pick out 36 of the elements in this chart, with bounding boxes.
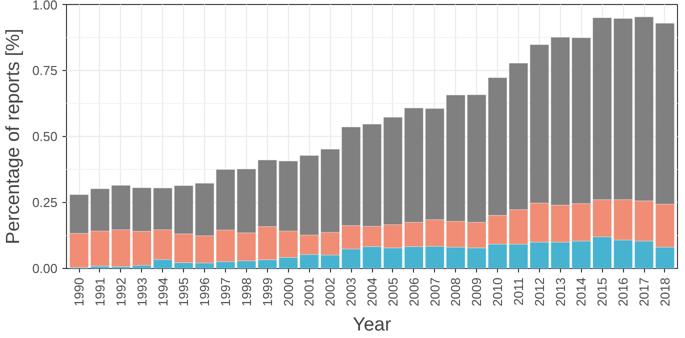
x-tick-label: 1995 (176, 278, 192, 306)
y-tick-label: 0.75 (32, 63, 58, 78)
x-tick-label: 2004 (364, 278, 380, 306)
x-tick-label: 1996 (197, 278, 212, 306)
x-tick-label: 1991 (92, 278, 108, 306)
x-tick-label: 2011 (510, 277, 526, 306)
y-tick-label: 1.00 (32, 0, 58, 12)
x-tick-label: 2008 (448, 278, 464, 306)
x-tick-label: 2003 (344, 278, 359, 306)
x-tick-label: 1997 (218, 278, 234, 306)
y-tick-label: 0.50 (32, 129, 58, 144)
x-tick-label: 2005 (385, 278, 400, 306)
x-tick-label: 2018 (657, 278, 672, 306)
x-tick-label: 1992 (113, 278, 128, 306)
x-tick-label: 2012 (532, 278, 547, 306)
x-tick-label: 2006 (406, 278, 422, 306)
x-tick-label: 2015 (594, 278, 610, 306)
x-tick-label: 2013 (552, 278, 568, 306)
x-tick-label: 2001 (302, 278, 317, 306)
x-tick-label: 2000 (280, 278, 296, 306)
x-tick-label: 1999 (260, 278, 275, 306)
x-tick-label: 1993 (134, 278, 150, 306)
x-tick-label: 1998 (238, 278, 254, 306)
x-tick-label: 2009 (469, 278, 484, 306)
y-axis-title: Percentage of reports [%] (3, 28, 24, 244)
x-tick-label: 2007 (427, 278, 442, 306)
y-tick-label: 0.25 (32, 195, 58, 210)
x-tick-label: 2002 (322, 278, 338, 306)
x-tick-label: 1994 (155, 278, 170, 306)
x-tick-label: 2014 (574, 278, 589, 306)
x-tick-label: 2016 (616, 278, 631, 306)
x-tick-label: 2017 (636, 278, 652, 306)
x-axis-title: Year (352, 314, 392, 336)
x-tick-label: 1990 (72, 278, 87, 306)
y-tick-label: 0.00 (32, 261, 58, 276)
x-tick-label: 2010 (490, 278, 506, 306)
